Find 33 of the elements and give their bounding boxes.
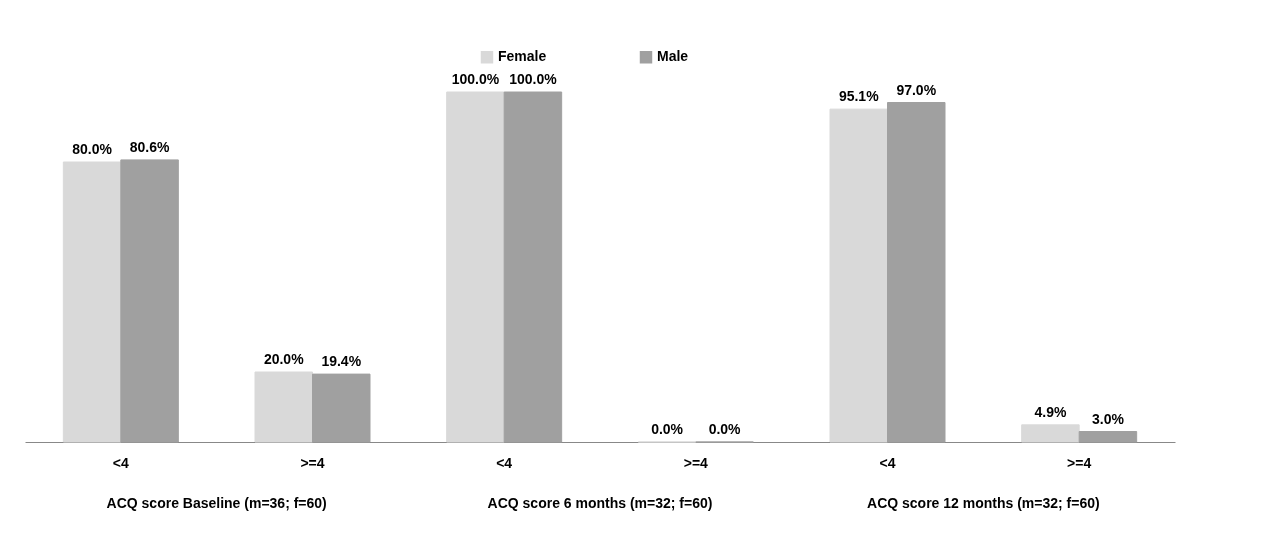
bar <box>1078 431 1138 443</box>
bar <box>887 102 946 443</box>
bar <box>120 159 179 443</box>
data-label: 20.0% <box>263 351 305 367</box>
x-tick-label: <4 <box>112 454 130 471</box>
x-tick-label: >=4 <box>683 454 709 471</box>
bar <box>446 91 505 443</box>
data-label: 0.0% <box>651 421 684 437</box>
text: ACQ score 12 months (m=32; f=60) <box>867 495 1100 511</box>
x-tick-label: <4 <box>879 454 896 471</box>
bar <box>62 161 122 443</box>
data-label: 97.0% <box>896 81 937 98</box>
data-label: 95.1% <box>838 88 880 105</box>
data-label: 3.0% <box>1091 410 1125 427</box>
bar <box>503 91 563 443</box>
data-label: 100.0% <box>451 71 500 87</box>
legend-label: Female <box>498 48 547 65</box>
text: ACQ score Baseline (m=36; f=60) <box>106 495 327 511</box>
bar <box>254 371 313 443</box>
x-tick-label: >=4 <box>300 454 325 471</box>
text: ACQ score 6 months (m=32; f=60) <box>487 495 713 511</box>
bar <box>1021 424 1080 443</box>
data-label: 80.6% <box>129 138 170 155</box>
bar <box>829 108 888 443</box>
data-label: 19.4% <box>321 353 362 370</box>
data-label: 100.0% <box>509 71 558 87</box>
x-tick-label: <4 <box>496 454 513 471</box>
data-label: 80.0% <box>72 141 113 157</box>
legend-label: Male <box>657 48 689 65</box>
data-label: 4.9% <box>1034 403 1067 420</box>
data-label: 0.0% <box>708 421 742 437</box>
bar <box>312 373 371 443</box>
x-tick-label: >=4 <box>1067 454 1092 471</box>
